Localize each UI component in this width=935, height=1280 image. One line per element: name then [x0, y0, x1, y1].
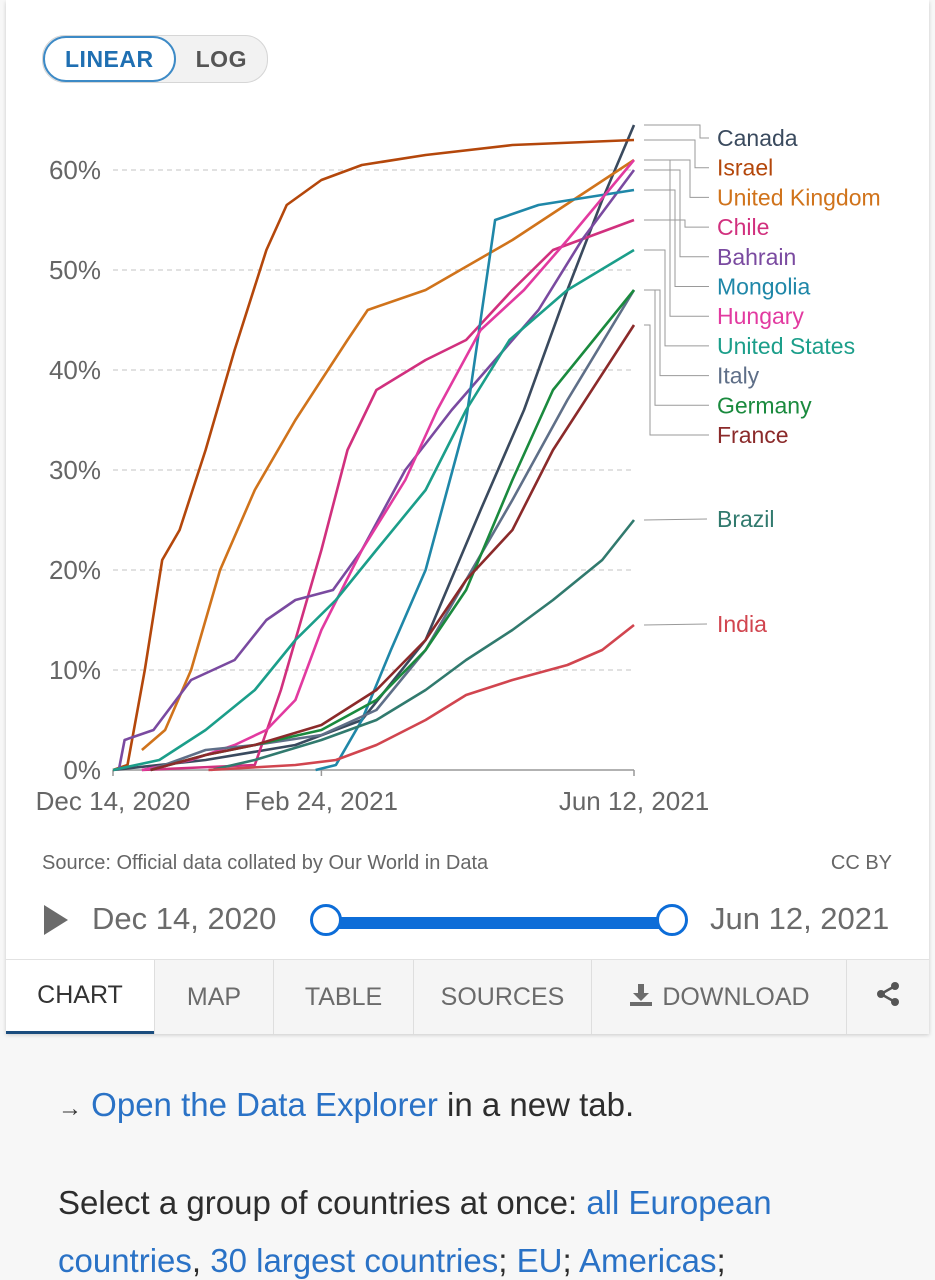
legend-label-india[interactable]: India [717, 611, 767, 637]
separator: , [191, 1242, 211, 1279]
y-tick-label: 20% [49, 555, 101, 585]
americas-link[interactable]: Americas [578, 1242, 717, 1279]
legend-connector [644, 159, 709, 317]
tab-map[interactable]: MAP [154, 960, 273, 1034]
timeline-end-handle[interactable] [656, 904, 688, 936]
legend-label-israel[interactable]: Israel [717, 155, 773, 181]
x-tick-label: Dec 14, 2020 [36, 786, 191, 816]
legend-connector [644, 124, 709, 139]
all-european-link[interactable]: all European [586, 1184, 772, 1221]
y-tick-label: 60% [49, 155, 101, 185]
x-tick-label: Jun 12, 2021 [559, 786, 709, 816]
eu-link[interactable]: EU [516, 1242, 563, 1279]
groups-line-2: countries, 30 largest countries; EU; Ame… [58, 1242, 726, 1280]
legend-label-mongolia[interactable]: Mongolia [717, 274, 811, 300]
tab-download[interactable]: DOWNLOAD [591, 960, 846, 1034]
x-tick-label: Feb 24, 2021 [245, 786, 398, 816]
series-line-canada[interactable] [112, 124, 636, 772]
y-tick-label: 40% [49, 355, 101, 385]
chart-tabs: CHART MAP TABLE SOURCES DOWNLOAD [6, 959, 929, 1034]
series-line-united-states[interactable] [112, 248, 635, 772]
series-line-italy[interactable] [150, 289, 636, 772]
legend-label-italy[interactable]: Italy [717, 363, 760, 389]
legend-label-united-kingdom[interactable]: United Kingdom [717, 184, 881, 210]
data-explorer-link[interactable]: Open the Data Explorer [91, 1086, 438, 1123]
series-line-chile[interactable] [141, 218, 635, 772]
timeline-end-label: Jun 12, 2021 [710, 901, 890, 936]
tab-map-label: MAP [186, 982, 242, 1011]
legend-connector [644, 249, 709, 347]
source-note: Source: Official data collated by Our Wo… [42, 852, 489, 874]
separator: ; [716, 1242, 726, 1279]
legend-label-france[interactable]: France [717, 422, 789, 448]
y-tick-label: 10% [49, 655, 101, 685]
tab-chart-label: CHART [37, 981, 123, 1009]
series-line-india[interactable] [208, 623, 635, 772]
line-chart: 0% 10% 20% 30% 40% 50% 60% Dec 14, 2020 Feb 24, … [36, 124, 881, 816]
legend-label-canada[interactable]: Canada [717, 125, 798, 151]
timeline-start-handle[interactable] [310, 904, 342, 936]
legend-connector [644, 139, 709, 169]
scale-toggle: LINEAR LOG [42, 35, 268, 83]
series-line-israel[interactable] [112, 138, 635, 772]
legend-connector [643, 623, 708, 626]
separator: ; [498, 1242, 517, 1279]
groups-line-1: Select a group of countries at once: all… [58, 1184, 772, 1222]
legend-label-hungary[interactable]: Hungary [717, 303, 804, 329]
tab-share[interactable] [846, 960, 929, 1034]
legend-connector [644, 324, 709, 436]
download-icon [628, 981, 654, 1014]
timeline-track[interactable] [328, 917, 674, 929]
y-tick-label: 50% [49, 255, 101, 285]
license-link[interactable]: CC BY [830, 852, 892, 874]
tab-sources-label: SOURCES [440, 982, 565, 1011]
play-icon[interactable] [44, 905, 68, 935]
legend-label-united-states[interactable]: United States [717, 333, 855, 359]
legend-connector [644, 289, 709, 377]
series-line-france[interactable] [150, 324, 636, 772]
legend-connector [644, 169, 709, 258]
linear-scale-button[interactable]: LINEAR [43, 36, 176, 82]
legend-connector [644, 289, 709, 406]
timeline-control: Dec 14, 2020 Jun 12, 2021 [38, 895, 908, 949]
y-tick-label: 30% [49, 455, 101, 485]
series-line-united-kingdom[interactable] [141, 158, 635, 751]
tab-table-label: TABLE [304, 982, 383, 1011]
tab-download-label: DOWNLOAD [662, 982, 810, 1011]
largest-countries-link[interactable]: 30 largest countries [210, 1242, 499, 1279]
separator: ; [562, 1242, 579, 1279]
tab-chart[interactable]: CHART [6, 960, 154, 1034]
log-scale-button[interactable]: LOG [195, 46, 247, 72]
legend-connector [644, 219, 709, 228]
european-countries-link[interactable]: countries [58, 1242, 192, 1279]
chart-card: LINEAR LOG Source: Official data collate… [6, 0, 929, 1034]
legend-label-bahrain[interactable]: Bahrain [717, 244, 796, 270]
explorer-line: → Open the Data Explorer in a new tab. [58, 1086, 634, 1124]
groups-intro-text: Select a group of countries at once: [58, 1184, 587, 1221]
legend-label-chile[interactable]: Chile [717, 214, 769, 240]
timeline-start-label: Dec 14, 2020 [92, 901, 277, 936]
y-tick-label: 0% [63, 755, 101, 785]
explorer-rest-text: in a new tab. [437, 1086, 635, 1123]
legend-connector [644, 189, 709, 287]
series-line-hungary[interactable] [141, 159, 635, 772]
tab-table[interactable]: TABLE [273, 960, 413, 1034]
legend-connector [644, 159, 709, 198]
series-line-brazil[interactable] [211, 519, 636, 772]
tab-sources[interactable]: SOURCES [413, 960, 591, 1034]
legend-connector [643, 518, 708, 521]
series-line-mongolia[interactable] [315, 188, 635, 772]
share-icon [874, 980, 902, 1015]
legend-label-germany[interactable]: Germany [717, 392, 812, 418]
arrow-icon: → [58, 1095, 82, 1122]
legend-label-brazil[interactable]: Brazil [717, 506, 775, 532]
